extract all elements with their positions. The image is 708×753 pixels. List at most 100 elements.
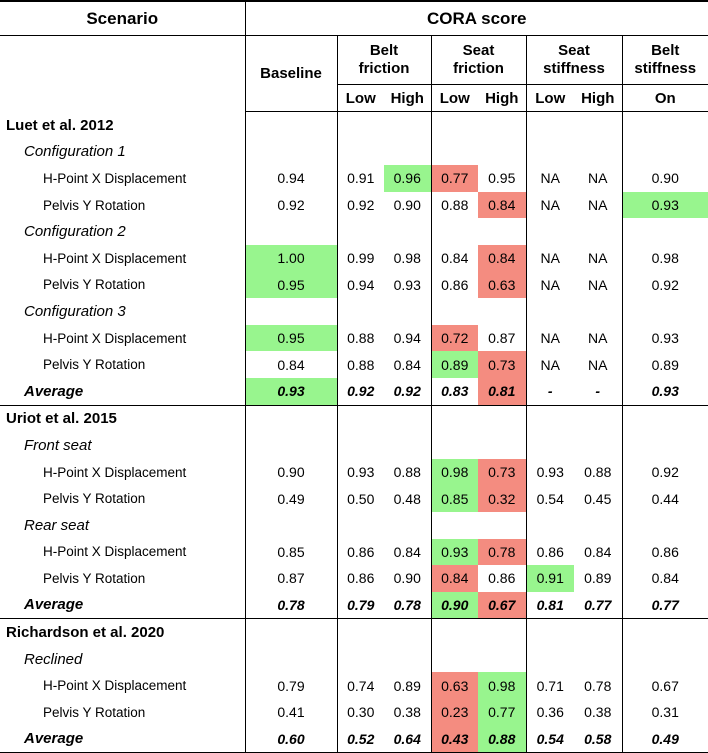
empty-cell (431, 512, 478, 539)
score-cell: 0.99 (347, 250, 375, 267)
score-cell: 0.85 (245, 538, 338, 566)
score-cell: NA (574, 351, 623, 378)
metric-label: H-Point X Displacement (0, 165, 246, 192)
empty-cell (337, 646, 384, 673)
metric-label: H-Point X Displacement (0, 672, 246, 700)
score-cell: 0.93 (622, 191, 708, 219)
metric-row: H-Point X Displacement 1.00 0.99 0.98 0.84 0.… (0, 244, 708, 272)
score-cell: 0.64 (384, 725, 432, 753)
seat-friction-line2: friction (453, 60, 504, 77)
empty-cell (337, 298, 384, 325)
empty-cell (384, 218, 432, 245)
score-cell: 0.98 (431, 458, 478, 486)
metric-row: H-Point X Displacement 0.95 0.88 0.94 0.72 0.… (0, 324, 708, 352)
empty-cell (622, 646, 708, 673)
empty-cell (526, 646, 574, 673)
empty-cell (245, 218, 338, 245)
empty-cell (478, 405, 527, 433)
metric-row: Pelvis Y Rotation 0.49 0.50 0.48 0.85 0.32 0.5… (0, 485, 708, 512)
score-cell: 0.83 (431, 377, 478, 406)
score-cell: 0.84 (441, 250, 469, 267)
score-cell: - (574, 377, 623, 406)
score-cell: 0.84 (384, 538, 432, 566)
score-cell: 0.87 (245, 565, 338, 592)
score-cell: 0.93 (347, 464, 375, 481)
empty-cell (245, 645, 338, 673)
metric-row: H-Point X Displacement 0.94 0.91 0.96 0.77 0.… (0, 165, 708, 192)
cora-score-header: CORA score (245, 1, 708, 36)
score-cell: 0.94 (384, 324, 432, 352)
score-cell: 0.89 (574, 565, 623, 592)
avg-label: Average (0, 377, 246, 406)
table-body: Luet et al. 2012 Configuration 1 H-Point X… (0, 111, 708, 753)
score-cell: 0.86 (347, 570, 375, 587)
score-cell: 0.32 (478, 485, 527, 512)
score-cell: 0.77 (574, 591, 623, 620)
score-cell: 0.84 (384, 351, 432, 378)
score-cell: 0.87 (478, 324, 527, 352)
metric-row: Pelvis Y Rotation 0.41 0.30 0.38 0.23 0.77 0.3… (0, 699, 708, 726)
study-row: Uriot et al. 2015 (0, 405, 708, 433)
score-cell: 0.89 (651, 356, 679, 373)
score-cell: 1.00 (245, 244, 338, 272)
score-cell: 0.78 (574, 672, 623, 700)
score-cell: 0.49 (245, 485, 338, 512)
metric-row: H-Point X Displacement 0.79 0.74 0.89 0.63 0.… (0, 672, 708, 700)
score-cell: 0.92 (651, 464, 679, 481)
empty-cell (622, 619, 708, 646)
belt-stiffness-on: On (622, 84, 708, 112)
empty-cell (245, 432, 338, 459)
metric-label: Pelvis Y Rotation (0, 271, 246, 299)
baseline-header: Baseline (245, 35, 338, 112)
study-label: Richardson et al. 2020 (0, 618, 246, 646)
metric-row: Pelvis Y Rotation 0.84 0.88 0.84 0.89 0.73 NA N… (0, 351, 708, 378)
score-cell: NA (540, 330, 560, 347)
metric-label: H-Point X Displacement (0, 244, 246, 272)
score-cell: 0.67 (478, 591, 527, 620)
score-cell: NA (574, 324, 623, 352)
score-cell: NA (540, 170, 560, 187)
belt-friction-line2: friction (358, 60, 410, 77)
empty-cell (574, 138, 623, 166)
score-cell: NA (574, 191, 623, 219)
score-cell: 0.81 (478, 377, 527, 406)
empty-cell (384, 138, 432, 166)
seat-stiffness-header: Seat stiffness (526, 35, 623, 85)
empty-cell (431, 112, 478, 139)
score-cell: 0.41 (245, 699, 338, 726)
score-cell: 0.86 (478, 565, 527, 592)
configuration-row: Configuration 2 (0, 218, 708, 245)
empty-cell (337, 139, 384, 166)
study-row: Luet et al. 2012 (0, 111, 708, 139)
empty-cell (478, 432, 527, 459)
score-cell: 0.86 (441, 276, 469, 293)
score-cell: 0.89 (384, 672, 432, 700)
empty-cell (384, 405, 432, 433)
empty-cell (384, 111, 432, 139)
score-cell: 0.93 (622, 377, 708, 406)
score-cell: 0.77 (622, 591, 708, 620)
seat-stiffness-line1: Seat (558, 42, 590, 59)
empty-cell (337, 512, 384, 539)
score-cell: 0.92 (651, 276, 679, 293)
empty-cell (337, 405, 384, 432)
score-cell: 0.84 (651, 570, 679, 587)
score-cell: 0.88 (574, 458, 623, 486)
empty-cell (384, 511, 432, 539)
score-cell: 0.95 (478, 165, 527, 192)
cfg-label: Configuration 1 (0, 138, 246, 166)
score-cell: 0.92 (337, 377, 384, 406)
score-cell: 0.67 (651, 677, 679, 694)
empty-cell (574, 432, 623, 459)
score-cell: 0.85 (431, 485, 478, 512)
score-cell: NA (540, 276, 560, 293)
metric-label: Pelvis Y Rotation (0, 351, 246, 378)
score-cell: NA (574, 271, 623, 299)
score-cell: NA (540, 356, 560, 373)
scenario-header: Scenario (0, 1, 246, 36)
empty-cell (622, 432, 708, 459)
empty-cell (574, 111, 623, 139)
score-cell: 0.98 (478, 672, 527, 700)
score-cell: 0.95 (245, 271, 338, 299)
